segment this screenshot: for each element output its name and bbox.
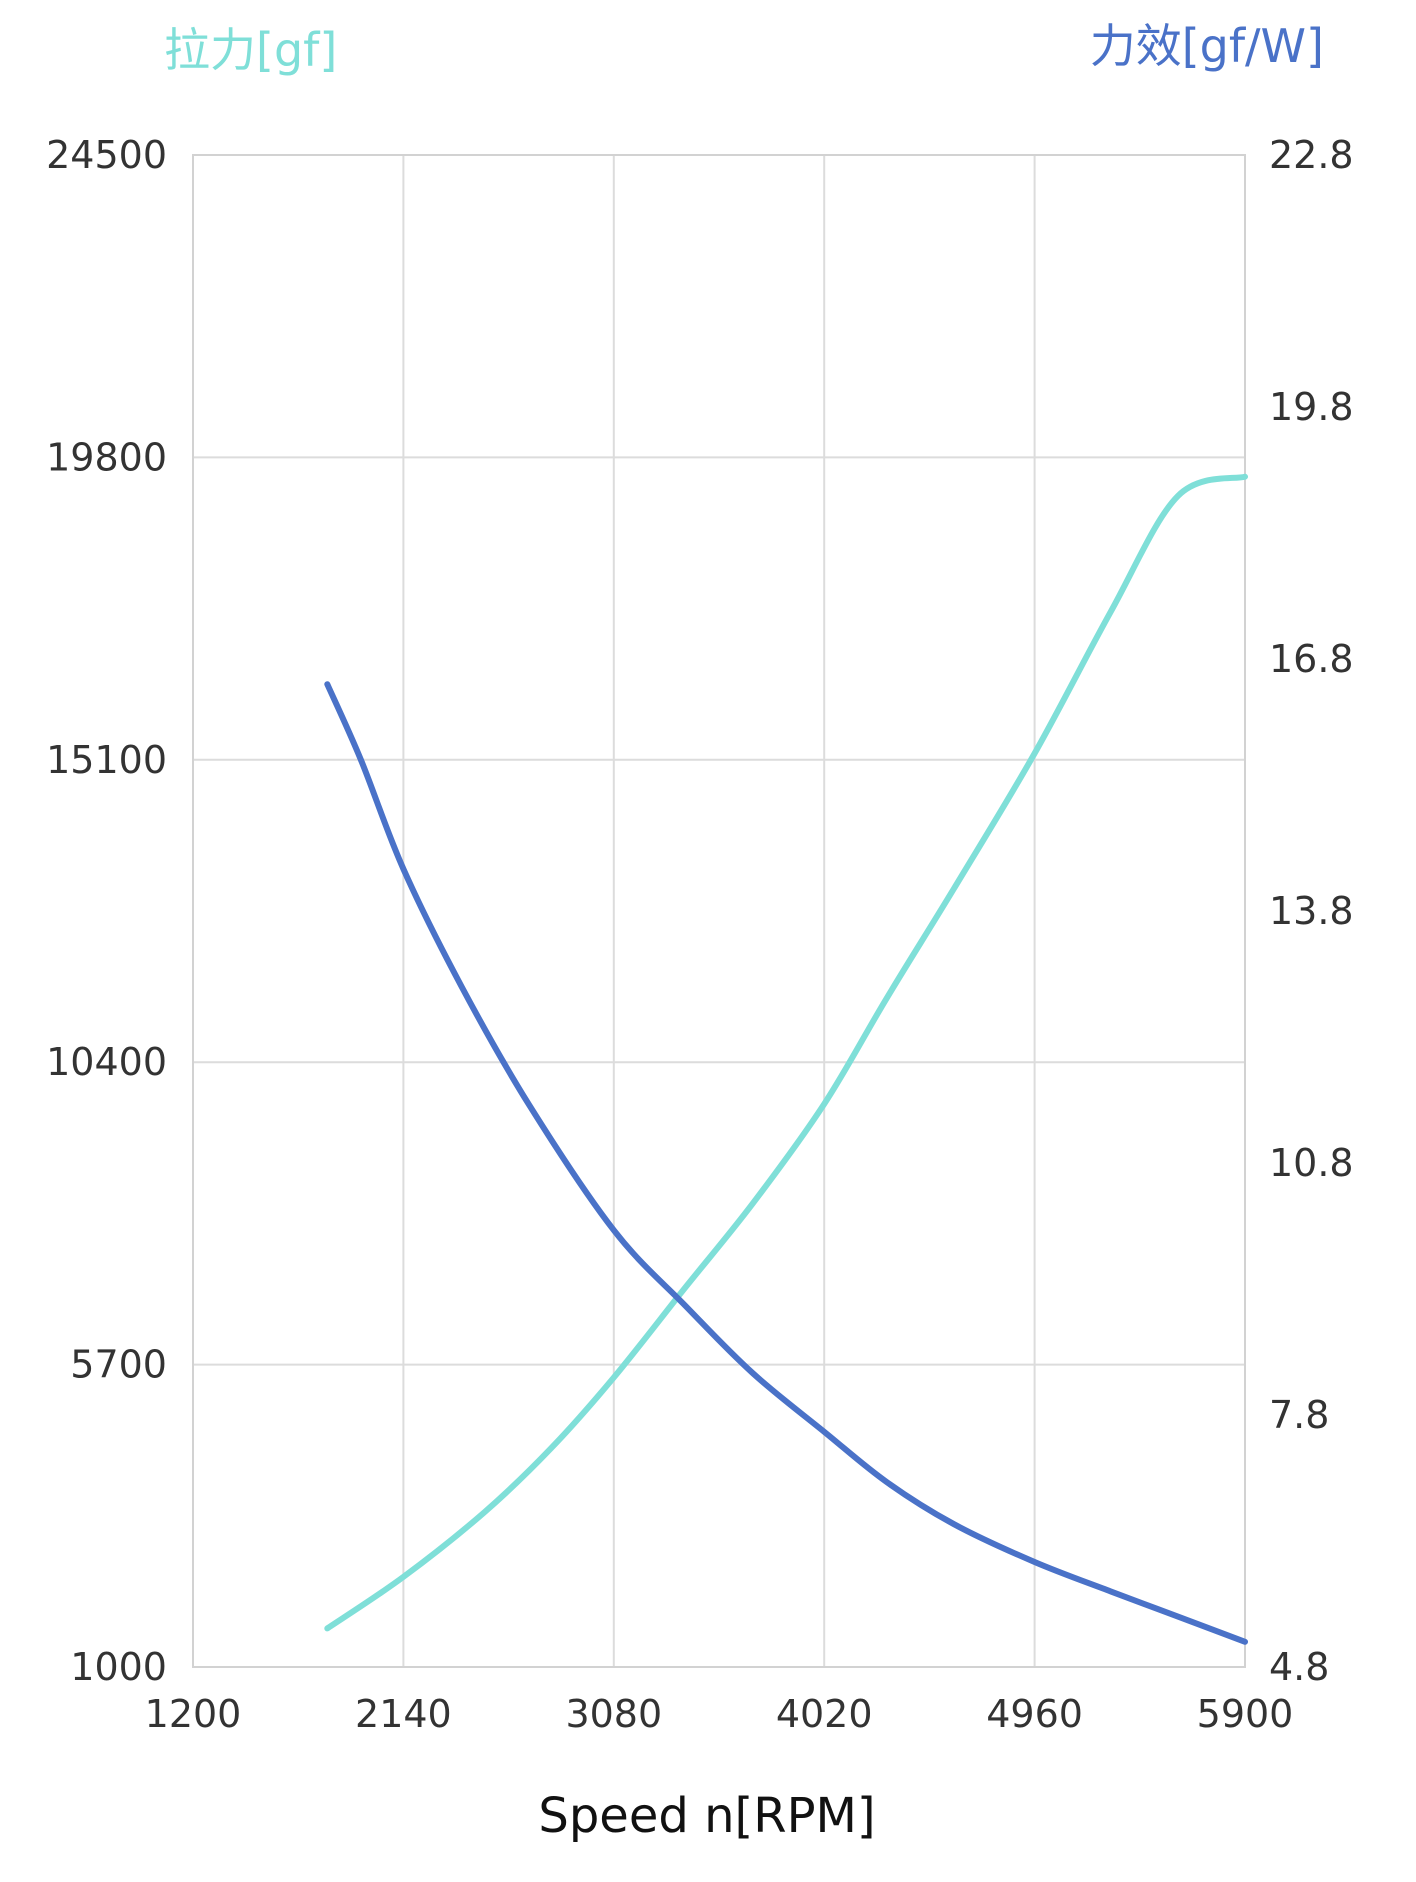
right-axis-title: 力效[gf/W] <box>1090 19 1324 73</box>
y-right-tick-label: 4.8 <box>1269 1645 1329 1689</box>
plot-area-border <box>192 154 1246 1668</box>
x-tick-label: 2140 <box>355 1692 452 1736</box>
y-right-tick-label: 19.8 <box>1269 385 1354 429</box>
y-left-tick-label: 5700 <box>70 1343 167 1387</box>
plot-border <box>192 154 1246 1668</box>
y-left-tick-label: 24500 <box>46 133 167 177</box>
y-right-tick-label: 10.8 <box>1269 1141 1354 1185</box>
y-left-tick-label: 10400 <box>46 1040 167 1084</box>
y-right-tick-label: 22.8 <box>1269 133 1354 177</box>
x-tick-label: 4020 <box>776 1692 873 1736</box>
x-tick-label: 4960 <box>986 1692 1083 1736</box>
x-tick-label: 3080 <box>565 1692 662 1736</box>
left-axis-title: 拉力[gf] <box>164 23 337 77</box>
tick-labels: 1200 2140 3080 4020 4960 5900 1000 5700 10400 151… <box>46 133 1354 1736</box>
series-lines <box>324 473 1248 1645</box>
x-tick-label: 1200 <box>145 1692 242 1736</box>
y-right-tick-label: 13.8 <box>1269 889 1354 933</box>
y-right-tick-label: 16.8 <box>1269 637 1354 681</box>
efficiency-series-line <box>324 681 1248 1645</box>
x-axis-title: Speed n[RPM] <box>538 1788 875 1844</box>
x-tick-label: 5900 <box>1197 1692 1294 1736</box>
y-left-tick-label: 19800 <box>46 435 167 479</box>
y-right-tick-label: 7.8 <box>1269 1393 1329 1437</box>
thrust-series-line <box>324 473 1248 1632</box>
y-left-tick-label: 15100 <box>46 738 167 782</box>
y-left-tick-label: 1000 <box>70 1645 167 1689</box>
grid <box>193 155 1245 1667</box>
